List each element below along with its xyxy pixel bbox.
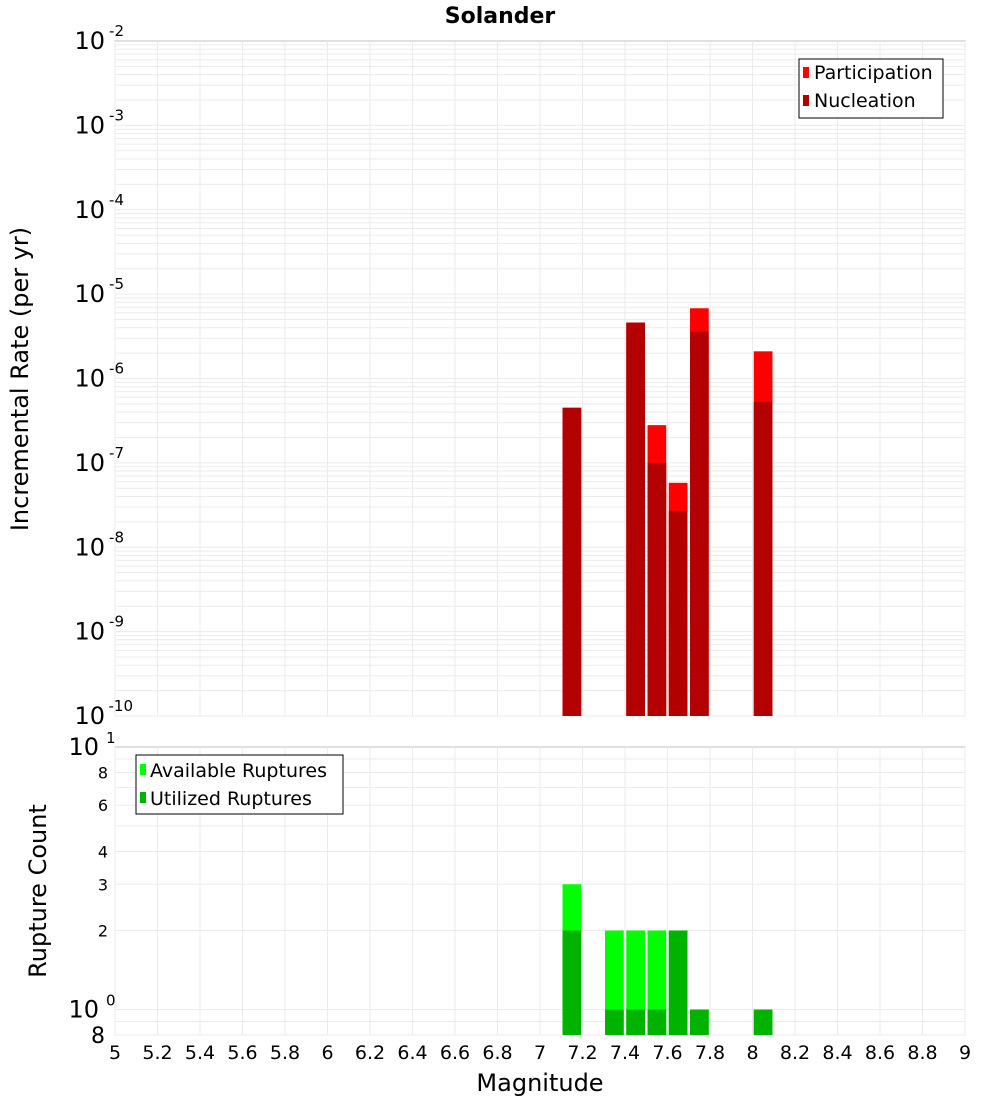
- count-y-tick-label: 8: [91, 1024, 105, 1049]
- utilized-ruptures-bar: [753, 1009, 773, 1035]
- count-bars: [562, 884, 773, 1035]
- nucleation-bar: [562, 407, 582, 716]
- x-tick-label: 6: [321, 1042, 333, 1064]
- x-tick-label: 7.4: [610, 1042, 640, 1064]
- utilized-ruptures-bar: [562, 930, 582, 1035]
- count-y-tick-exponent: 0: [106, 992, 116, 1010]
- x-tick-label: 6.2: [355, 1042, 385, 1064]
- utilized-ruptures-bar: [668, 930, 688, 1035]
- x-tick-label: 9: [959, 1042, 971, 1064]
- x-tick-label: 7.6: [652, 1042, 682, 1064]
- x-tick-label: 8.4: [822, 1042, 852, 1064]
- nucleation-bar: [753, 401, 773, 716]
- nucleation-legend-swatch: [803, 95, 809, 106]
- nucleation-bar: [647, 462, 667, 716]
- rate-y-tick-exponent: -2: [109, 22, 124, 40]
- utilized-legend-swatch: [140, 792, 146, 803]
- available-ruptures-bar: [605, 930, 624, 1035]
- x-axis-label: Magnitude: [476, 1069, 603, 1097]
- nucleation-legend-label: Nucleation: [814, 90, 916, 112]
- rate-y-axis-label: Incremental Rate (per yr): [6, 227, 34, 531]
- rate-y-tick-mantissa: 10: [74, 111, 105, 139]
- x-tick-label: 5.8: [270, 1042, 300, 1064]
- rate-y-tick-mantissa: 10: [74, 533, 105, 561]
- x-tick-label: 8.8: [907, 1042, 937, 1064]
- rate-y-tick-exponent: -7: [109, 444, 124, 462]
- x-tick-label: 8.6: [865, 1042, 895, 1064]
- nucleation-bar: [690, 331, 709, 716]
- rate-y-tick-exponent: -6: [109, 360, 124, 378]
- utilized-ruptures-bar: [647, 1009, 667, 1035]
- rate-legend-box: [798, 58, 944, 119]
- count-y-tick-label: 4: [98, 842, 108, 861]
- count-y-tick-label: 2: [98, 922, 108, 941]
- x-tick-label: 7.2: [567, 1042, 597, 1064]
- utilized-ruptures-bar: [626, 1009, 645, 1035]
- x-tick-label: 5.4: [185, 1042, 215, 1064]
- available-ruptures-bar: [647, 930, 667, 1035]
- x-tick-label: 8: [746, 1042, 758, 1064]
- rate-y-tick-mantissa: 10: [74, 27, 105, 55]
- count-y-tick-mantissa: 10: [68, 733, 99, 761]
- count-y-tick-label: 8: [98, 763, 108, 782]
- rate-bars: [562, 308, 773, 716]
- available-ruptures-bar: [626, 930, 645, 1035]
- count-y-axis-label: Rupture Count: [24, 804, 52, 978]
- x-tick-labels: 5 5.2 5.4 5.6 5.8 6 6.2 6.4 6.6 6.8 7 7.2 7.4 7.6 7.8 8…: [109, 1042, 971, 1064]
- rate-y-tick-mantissa: 10: [74, 196, 105, 224]
- rate-y-tick-mantissa: 10: [74, 702, 105, 730]
- utilized-ruptures-bar: [690, 1009, 709, 1035]
- count-y-tick-label: 3: [98, 875, 108, 894]
- x-tick-label: 5.6: [227, 1042, 257, 1064]
- x-tick-label: 6.6: [440, 1042, 470, 1064]
- x-tick-label: 8.2: [780, 1042, 810, 1064]
- rate-legend: Participation Nucleation: [798, 58, 944, 119]
- rate-y-tick-exponent: -3: [109, 106, 124, 124]
- x-tick-label: 6.4: [397, 1042, 427, 1064]
- count-y-tick-label: 6: [98, 796, 108, 815]
- rate-y-tick-exponent: -10: [109, 697, 134, 715]
- rate-y-tick-exponent: -4: [109, 191, 124, 209]
- rate-y-tick-mantissa: 10: [74, 618, 105, 646]
- count-gridlines: [114, 747, 966, 1036]
- rate-y-tick-exponent: -9: [109, 613, 124, 631]
- x-tick-label: 5.2: [142, 1042, 172, 1064]
- available-legend-swatch: [140, 764, 146, 775]
- count-y-tick-labels: 10 0 10 1 8 2 3 4 6 8: [68, 729, 115, 1049]
- count-panel: 10 0 10 1 8 2 3 4 6 8 5 5.2 5.4 5.6 5.8 6 6.2 6.4 6.6 6.8 7…: [24, 729, 971, 1097]
- participation-legend-label: Participation: [814, 62, 933, 84]
- rate-y-tick-mantissa: 10: [74, 449, 105, 477]
- count-legend-box: [135, 754, 344, 815]
- count-legend: Available Ruptures Utilized Ruptures: [135, 754, 344, 815]
- rate-y-tick-exponent: -8: [109, 528, 124, 546]
- count-y-tick-mantissa: 10: [68, 996, 99, 1024]
- participation-legend-swatch: [803, 67, 809, 78]
- nucleation-bar: [626, 322, 645, 716]
- rate-y-tick-mantissa: 10: [74, 280, 105, 308]
- rate-gridlines: [114, 41, 966, 717]
- chart-title: Solander: [445, 4, 556, 29]
- rate-y-tick-mantissa: 10: [74, 365, 105, 393]
- rate-y-tick-exponent: -5: [109, 275, 124, 293]
- x-tick-label: 7: [534, 1042, 546, 1064]
- utilized-ruptures-bar: [605, 1009, 624, 1035]
- x-tick-label: 6.8: [482, 1042, 512, 1064]
- x-tick-label: 7.8: [695, 1042, 725, 1064]
- utilized-legend-label: Utilized Ruptures: [150, 788, 312, 810]
- x-tick-label: 5: [109, 1042, 121, 1064]
- count-y-tick-exponent: 1: [106, 729, 116, 747]
- nucleation-bar: [668, 510, 688, 716]
- available-legend-label: Available Ruptures: [150, 760, 327, 782]
